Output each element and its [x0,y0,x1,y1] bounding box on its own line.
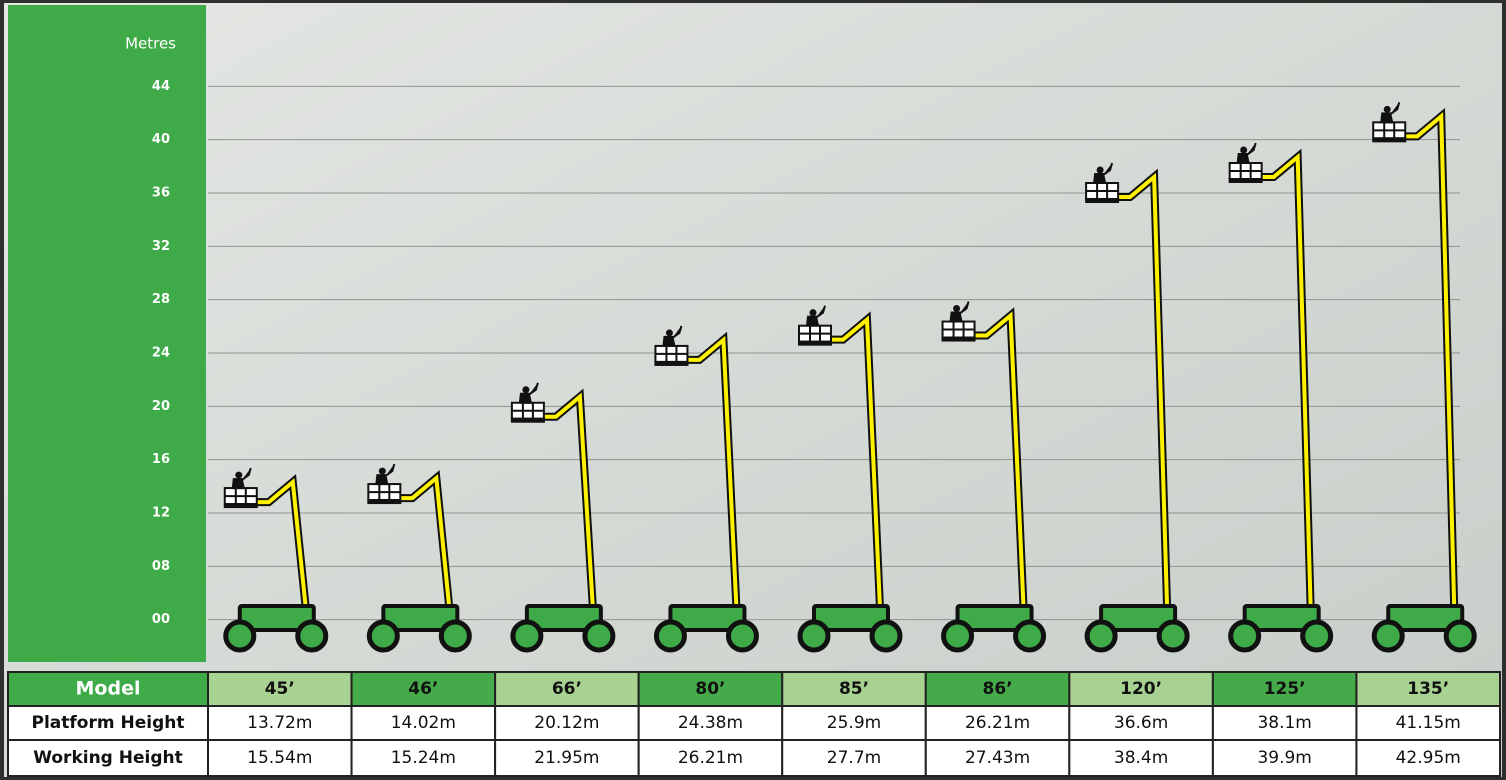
y-tick-label: 00 [152,612,170,627]
basket-floor [1085,198,1119,203]
value-label: 27.43m [965,748,1030,768]
wheel [513,622,541,650]
worker-head [953,305,960,312]
basket-floor [224,503,258,508]
category-label: 86’ [982,679,1012,699]
y-tick-label: 44 [152,79,170,94]
value-label: 38.1m [1257,713,1311,733]
basket-floor [654,361,688,366]
value-label: 41.15m [1396,713,1461,733]
basket-floor [367,499,401,504]
y-tick-label: 40 [152,132,170,147]
series-name: Platform Height [32,713,185,733]
basket-floor [1229,178,1263,183]
wheel [656,622,684,650]
basket-floor [798,341,832,346]
wheel [1374,622,1402,650]
category-label: 80’ [695,679,725,699]
worker-head [522,386,529,393]
y-axis-label: Metres [125,35,176,53]
value-label: 26.21m [678,748,743,768]
basket-floor [511,418,545,423]
y-tick-label: 08 [152,559,170,574]
value-label: 13.72m [247,713,312,733]
wheel [1231,622,1259,650]
worker-head [235,472,242,479]
category-label: 135’ [1407,679,1449,699]
wheel [1446,622,1474,650]
table-header-label: Model [76,678,141,700]
category-label: 46’ [408,679,438,699]
basket-floor [1372,137,1406,142]
worker-head [1097,167,1104,174]
wheel [800,622,828,650]
wheel [1159,622,1187,650]
category-label: 125’ [1264,679,1306,699]
value-label: 14.02m [391,713,456,733]
worker-head [1240,147,1247,154]
value-label: 27.7m [827,748,881,768]
y-tick-label: 28 [152,292,170,307]
worker-head [379,468,386,475]
y-tick-label: 16 [152,452,170,467]
chart-background [4,3,1502,777]
wheel [1016,622,1044,650]
value-label: 38.4m [1114,748,1168,768]
y-tick-label: 20 [152,399,170,414]
value-label: 36.6m [1114,713,1168,733]
series-name: Working Height [33,748,183,768]
basket-floor [942,337,976,342]
value-label: 24.38m [678,713,743,733]
value-label: 15.24m [391,748,456,768]
wheel [728,622,756,650]
wheel [944,622,972,650]
category-label: 120’ [1120,679,1162,699]
infographic: Metres 00 08 12 16 20 24 28 32 36 40 44 Model Platfo… [0,0,1506,780]
y-tick-label: 36 [152,186,170,201]
axis-panel [8,5,206,662]
value-label: 25.9m [827,713,881,733]
category-label: 45’ [265,679,295,699]
worker-head [810,309,817,316]
wheel [226,622,254,650]
category-label: 66’ [552,679,582,699]
y-tick-label: 12 [152,506,170,521]
y-tick-label: 32 [152,239,170,254]
value-label: 42.95m [1396,748,1461,768]
y-tick-label: 24 [152,346,170,361]
value-label: 26.21m [965,713,1030,733]
wheel [585,622,613,650]
value-label: 20.12m [534,713,599,733]
category-label: 85’ [839,679,869,699]
value-label: 15.54m [247,748,312,768]
worker-head [1384,106,1391,113]
wheel [872,622,900,650]
value-label: 39.9m [1257,748,1311,768]
value-label: 21.95m [534,748,599,768]
wheel [1303,622,1331,650]
wheel [369,622,397,650]
wheel [1087,622,1115,650]
wheel [298,622,326,650]
wheel [441,622,469,650]
worker-head [666,329,673,336]
